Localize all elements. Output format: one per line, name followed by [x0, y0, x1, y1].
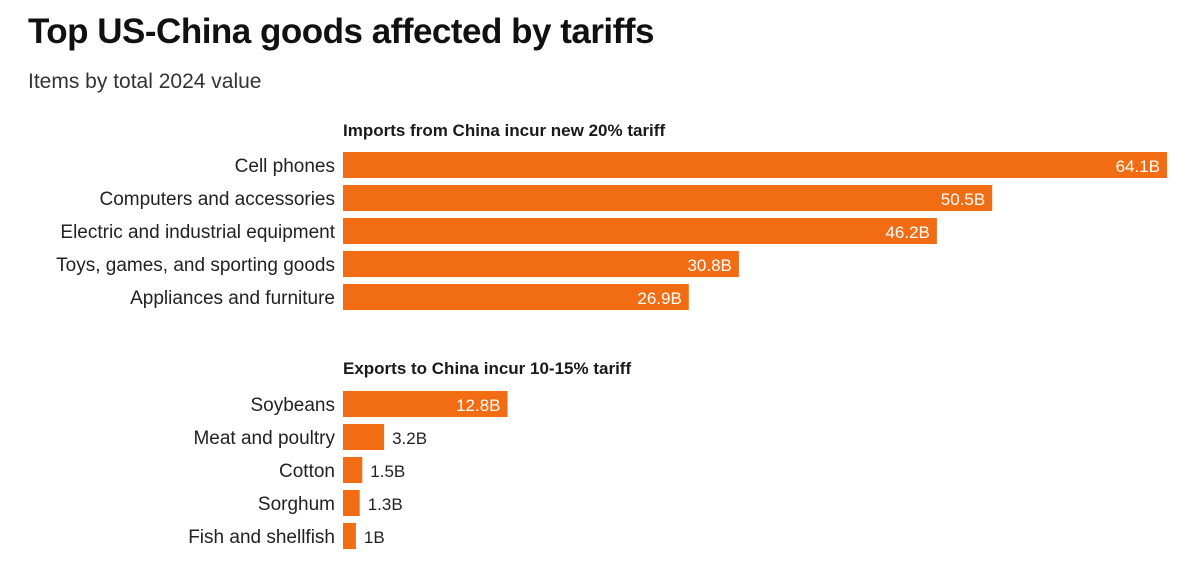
category-label: Appliances and furniture: [130, 288, 335, 309]
value-label: 50.5B: [941, 190, 985, 209]
category-label: Meat and poultry: [193, 428, 335, 449]
bar: [343, 218, 937, 244]
bar: [343, 391, 508, 417]
bar: [343, 251, 739, 277]
category-label: Cotton: [279, 461, 335, 482]
value-label: 46.2B: [885, 223, 929, 242]
page-title: Top US-China goods affected by tariffs: [28, 12, 654, 51]
section-title: Imports from China incur new 20% tariff: [343, 121, 665, 140]
category-label: Fish and shellfish: [188, 527, 335, 548]
value-label: 26.9B: [637, 289, 681, 308]
category-label: Electric and industrial equipment: [60, 222, 335, 243]
exports-section: Exports to China incur 10-15% tariff Soyb…: [188, 359, 631, 549]
category-label: Toys, games, and sporting goods: [56, 255, 335, 276]
page-subtitle: Items by total 2024 value: [28, 70, 262, 93]
value-label: 12.8B: [456, 396, 500, 415]
category-label: Cell phones: [235, 156, 335, 177]
value-label: 1.3B: [368, 495, 403, 514]
value-label: 64.1B: [1116, 157, 1160, 176]
value-label: 3.2B: [392, 429, 427, 448]
section-title: Exports to China incur 10-15% tariff: [343, 359, 631, 378]
bar: [343, 185, 993, 211]
category-label: Sorghum: [258, 494, 335, 515]
category-label: Soybeans: [250, 395, 335, 416]
category-label: Computers and accessories: [100, 189, 336, 210]
bar: [343, 152, 1167, 178]
bar: [343, 490, 360, 516]
value-label: 1B: [364, 528, 385, 547]
bar: [343, 523, 356, 549]
value-label: 1.5B: [370, 462, 405, 481]
value-label: 30.8B: [687, 256, 731, 275]
bar: [343, 284, 689, 310]
bar: [343, 457, 363, 483]
bar: [343, 424, 385, 450]
imports-section: Imports from China incur new 20% tariff C…: [56, 121, 1167, 310]
